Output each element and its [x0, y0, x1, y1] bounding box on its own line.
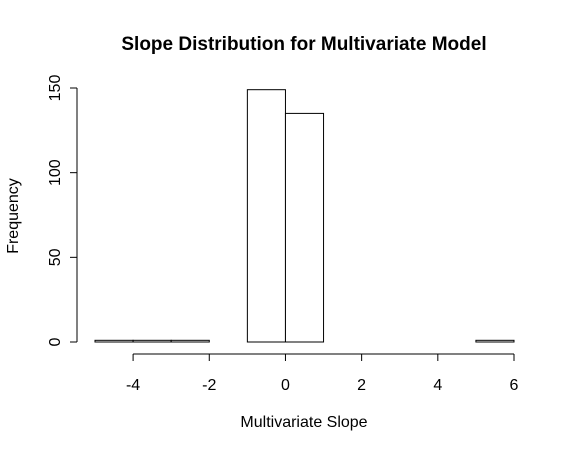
y-axis-label: Frequency	[5, 178, 22, 254]
y-axis: 0 50 100 150	[47, 75, 78, 346]
y-tick-label: 100	[47, 159, 64, 186]
y-tick-label: 150	[47, 75, 64, 102]
y-tick-label: 0	[47, 337, 64, 346]
histogram-bar-0	[94, 339, 134, 343]
histogram-bar-1	[132, 339, 172, 343]
x-axis-label: Multivariate Slope	[240, 414, 367, 431]
x-tick-label: 6	[510, 377, 519, 394]
histogram-bar-10	[475, 339, 515, 343]
x-tick-label: 2	[357, 377, 366, 394]
chart-title: Slope Distribution for Multivariate Mode…	[121, 34, 486, 55]
histogram-bar-4	[246, 89, 286, 343]
x-tick-label: 4	[433, 377, 442, 394]
x-tick-label: -2	[202, 377, 216, 394]
x-tick-label: 0	[281, 377, 290, 394]
bars-group	[94, 89, 515, 343]
y-tick-label: 50	[47, 248, 64, 266]
histogram-bar-2	[170, 339, 210, 343]
x-tick-label: -4	[126, 377, 140, 394]
x-axis: -4 -2 0 2 4 6	[126, 353, 519, 394]
histogram-bar-5	[284, 112, 325, 343]
